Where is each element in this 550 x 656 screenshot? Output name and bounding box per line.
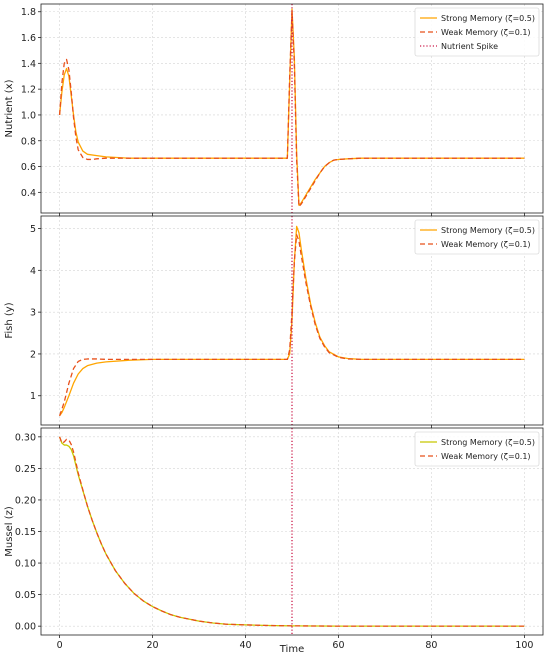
mussel-ytick-label: 0.20 (15, 495, 36, 506)
nutrient-ytick-label: 1.2 (21, 85, 36, 96)
mussel-legend: Strong Memory (ζ=0.5) Weak Memory (ζ=0.1) (414, 431, 540, 467)
mussel-xtick-label: 100 (515, 640, 533, 651)
time-xlabel: Time (279, 644, 304, 655)
nutrient-legend-label: Weak Memory (ζ=0.1) (441, 28, 531, 37)
mussel-ytick-label: 0.05 (15, 590, 36, 601)
fish-series-1 (58, 234, 525, 417)
mussel-ylabel: Mussel (z) (4, 506, 15, 557)
nutrient-legend: Strong Memory (ζ=0.5) Weak Memory (ζ=0.1)… (414, 7, 540, 57)
nutrient-ytick-label: 1.4 (21, 59, 36, 70)
nutrient-legend-label: Strong Memory (ζ=0.5) (441, 14, 535, 23)
mussel-grid (41, 428, 543, 635)
fish-series-group (58, 216, 525, 425)
nutrient-axes-frame (40, 3, 544, 214)
nutrient-ylabel: Nutrient (x) (4, 79, 15, 137)
nutrient-legend-box (414, 7, 540, 57)
mussel-legend-box (414, 431, 540, 467)
mussel-xtick-label: 60 (332, 640, 344, 651)
nutrient-ytick-label: 1.8 (21, 7, 36, 18)
fish-ytick-label: 2 (30, 349, 36, 360)
mussel-panel: 0.00 0.05 0.10 0.15 0.20 0.25 0.30 0 20 40 60 80 100… (4, 427, 544, 651)
mussel-series-1 (58, 436, 525, 627)
fish-panel: 1 2 3 4 5 Fish (y) Strong Memory (ζ=0.5) Weak M… (4, 215, 544, 428)
nutrient-series-group (58, 4, 525, 213)
fish-ytick-label: 3 (30, 308, 36, 319)
nutrient-ytick-label: 1.6 (21, 33, 36, 44)
mussel-ytick-label: 0.00 (15, 622, 36, 633)
nutrient-ytick-label: 1.0 (21, 110, 36, 121)
fish-axes-frame (40, 215, 544, 426)
nutrient-ytick-label: 0.4 (21, 188, 36, 199)
mussel-series-group (58, 428, 525, 635)
fish-legend-label: Strong Memory (ζ=0.5) (441, 226, 535, 235)
fish-legend-label: Weak Memory (ζ=0.1) (441, 240, 531, 249)
nutrient-series-1 (58, 11, 525, 208)
fish-ytick-label: 1 (30, 391, 36, 402)
nutrient-ytick-label: 0.8 (21, 136, 36, 147)
fish-ytick-label: 5 (30, 224, 36, 235)
fish-legend-box (414, 219, 540, 255)
mussel-legend-label: Strong Memory (ζ=0.5) (441, 438, 535, 447)
nutrient-panel: 0.4 0.6 0.8 1.0 1.2 1.4 1.6 1.8 Nutrient (x) Stro… (4, 3, 544, 216)
fish-ytick-label: 4 (30, 266, 36, 277)
fish-legend: Strong Memory (ζ=0.5) Weak Memory (ζ=0.1) (414, 219, 540, 255)
nutrient-legend-label: Nutrient Spike (441, 42, 498, 51)
mussel-ytick-label: 0.15 (15, 527, 36, 538)
mussel-legend-label: Weak Memory (ζ=0.1) (441, 452, 531, 461)
fish-ylabel: Fish (y) (4, 302, 15, 338)
nutrient-ytick-label: 0.6 (21, 162, 36, 173)
mussel-series-0 (58, 436, 525, 627)
mussel-ytick-label: 0.30 (15, 432, 36, 443)
mussel-xtick-label: 40 (239, 640, 251, 651)
mussel-xtick-label: 0 (57, 640, 63, 651)
mussel-ytick-label: 0.10 (15, 559, 36, 570)
fish-grid (41, 216, 543, 425)
mussel-ytick-label: 0.25 (15, 464, 36, 475)
mussel-xtick-label: 20 (147, 640, 159, 651)
mussel-xtick-label: 80 (425, 640, 437, 651)
